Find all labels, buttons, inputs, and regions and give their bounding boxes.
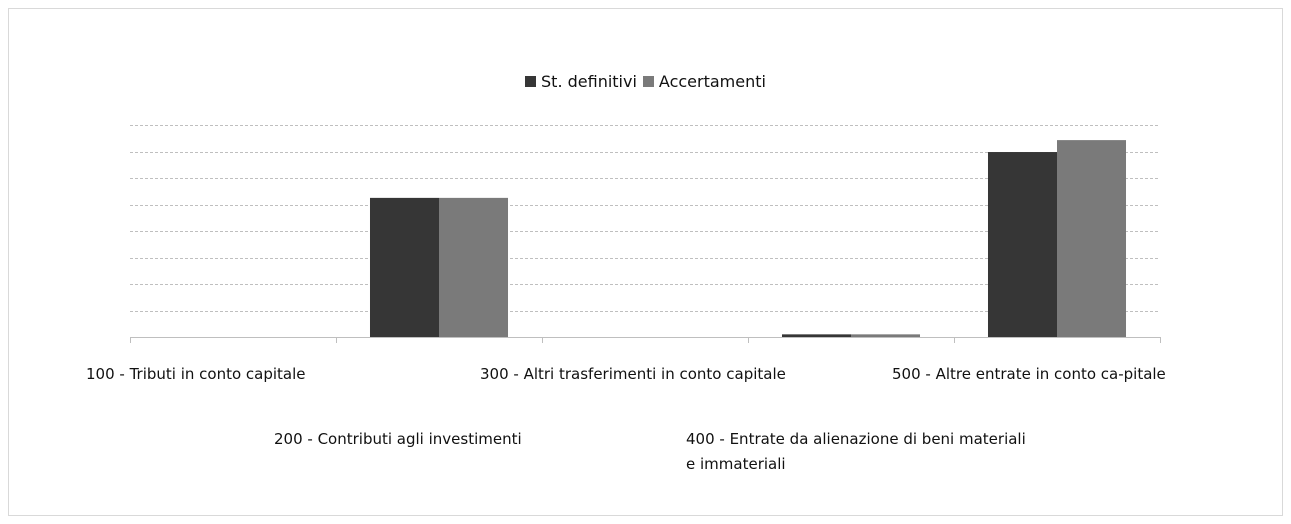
x-tick-label: 100 - Tributi in conto capitale [86,365,306,383]
frame [8,8,1283,516]
legend-swatch [525,76,537,87]
x-tick-label: 300 - Altri trasferimenti in conto capit… [480,365,786,383]
bar [369,197,439,337]
bar [851,334,921,337]
legend-item: Accertamenti [642,72,766,91]
legend: St. definitivi Accertamenti [0,72,1291,91]
legend-label: St. definitivi [541,72,637,91]
bar [439,197,509,337]
legend-item: St. definitivi [525,72,637,91]
legend-swatch [642,76,654,87]
bar [987,152,1057,337]
x-tick-label: 400 - Entrate da alienazione di beni mat… [686,430,1026,473]
x-tick-label: 500 - Altre entrate in conto ca-pitale [892,365,1166,383]
legend-label: Accertamenti [658,72,766,91]
x-tick-label: 200 - Contributi agli investimenti [274,430,522,448]
bar [781,334,851,337]
bar [1057,140,1127,337]
